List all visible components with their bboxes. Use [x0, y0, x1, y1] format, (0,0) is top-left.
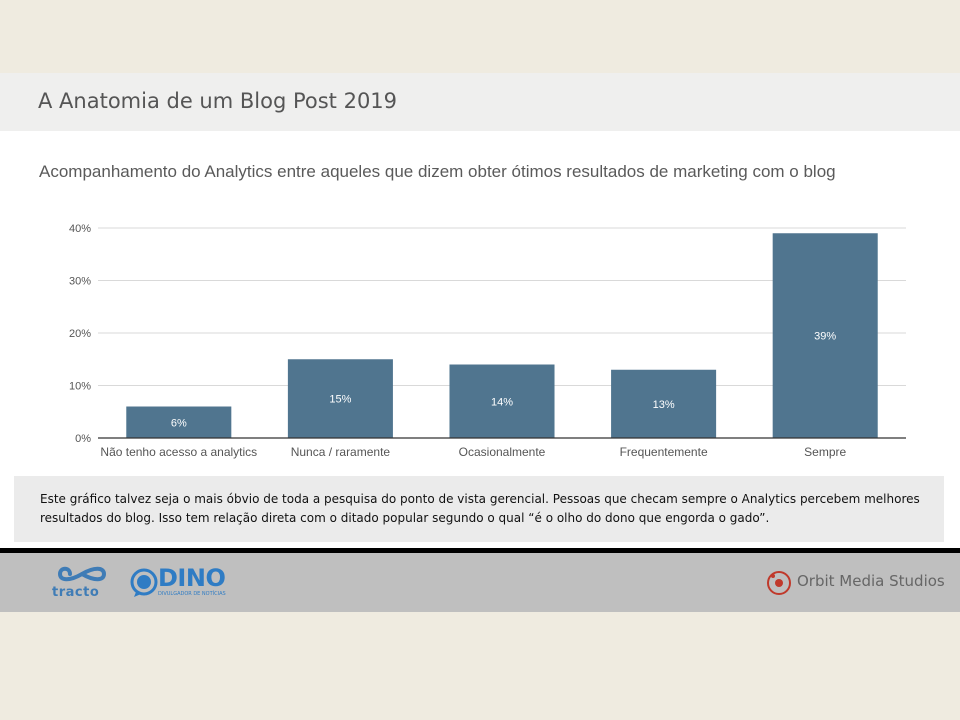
bar — [611, 369, 717, 438]
slide-title: A Anatomia de um Blog Post 2019 — [38, 89, 398, 113]
chart-title: Acompanhamento do Analytics entre aquele… — [39, 162, 836, 181]
data-label: 14% — [491, 396, 513, 408]
dino-logo-tagline: DIVULGADOR DE NOTÍCIAS — [158, 591, 226, 597]
caption-box: Este gráfico talvez seja o mais óbvio de… — [14, 476, 944, 542]
x-tick-label: Nunca / raramente — [291, 445, 391, 459]
orbit-logo-text: Orbit Media Studios — [797, 572, 945, 590]
bar — [772, 233, 878, 438]
bar-chart: 0% 10% 20% 30% 40% 6% Não tenho acesso a analy… — [69, 223, 906, 459]
tracto-logo — [58, 566, 106, 582]
y-tick-label: 40% — [69, 223, 91, 235]
title-band: A Anatomia de um Blog Post 2019 — [0, 73, 960, 131]
data-label: 6% — [171, 417, 187, 429]
x-tick-label: Sempre — [804, 445, 846, 459]
data-label: 13% — [653, 399, 675, 411]
footer: tracto DINO DIVULGADOR DE NOTÍCIAS Orbit… — [0, 553, 960, 612]
bar — [126, 406, 232, 438]
footer-divider — [0, 548, 960, 553]
x-tick-label: Não tenho acesso a analytics — [100, 445, 257, 459]
caption-text: Este gráfico talvez seja o mais óbvio de… — [40, 492, 920, 525]
x-tick-label: Frequentemente — [620, 445, 708, 459]
bar — [287, 359, 393, 438]
bar — [449, 364, 555, 438]
y-tick-label: 0% — [75, 433, 91, 445]
y-tick-label: 30% — [69, 276, 91, 288]
y-tick-label: 10% — [69, 381, 91, 393]
dino-logo-icon — [130, 568, 158, 597]
tracto-logo-text: tracto — [52, 585, 100, 600]
data-label: 15% — [329, 394, 351, 406]
data-label: 39% — [814, 331, 836, 343]
x-tick-label: Ocasionalmente — [459, 445, 546, 459]
orbit-logo-icon — [767, 571, 791, 595]
dino-logo-text: DINO — [158, 564, 226, 592]
y-tick-label: 20% — [69, 328, 91, 340]
content-area: Acompanhamento do Analytics entre aquele… — [0, 131, 960, 548]
